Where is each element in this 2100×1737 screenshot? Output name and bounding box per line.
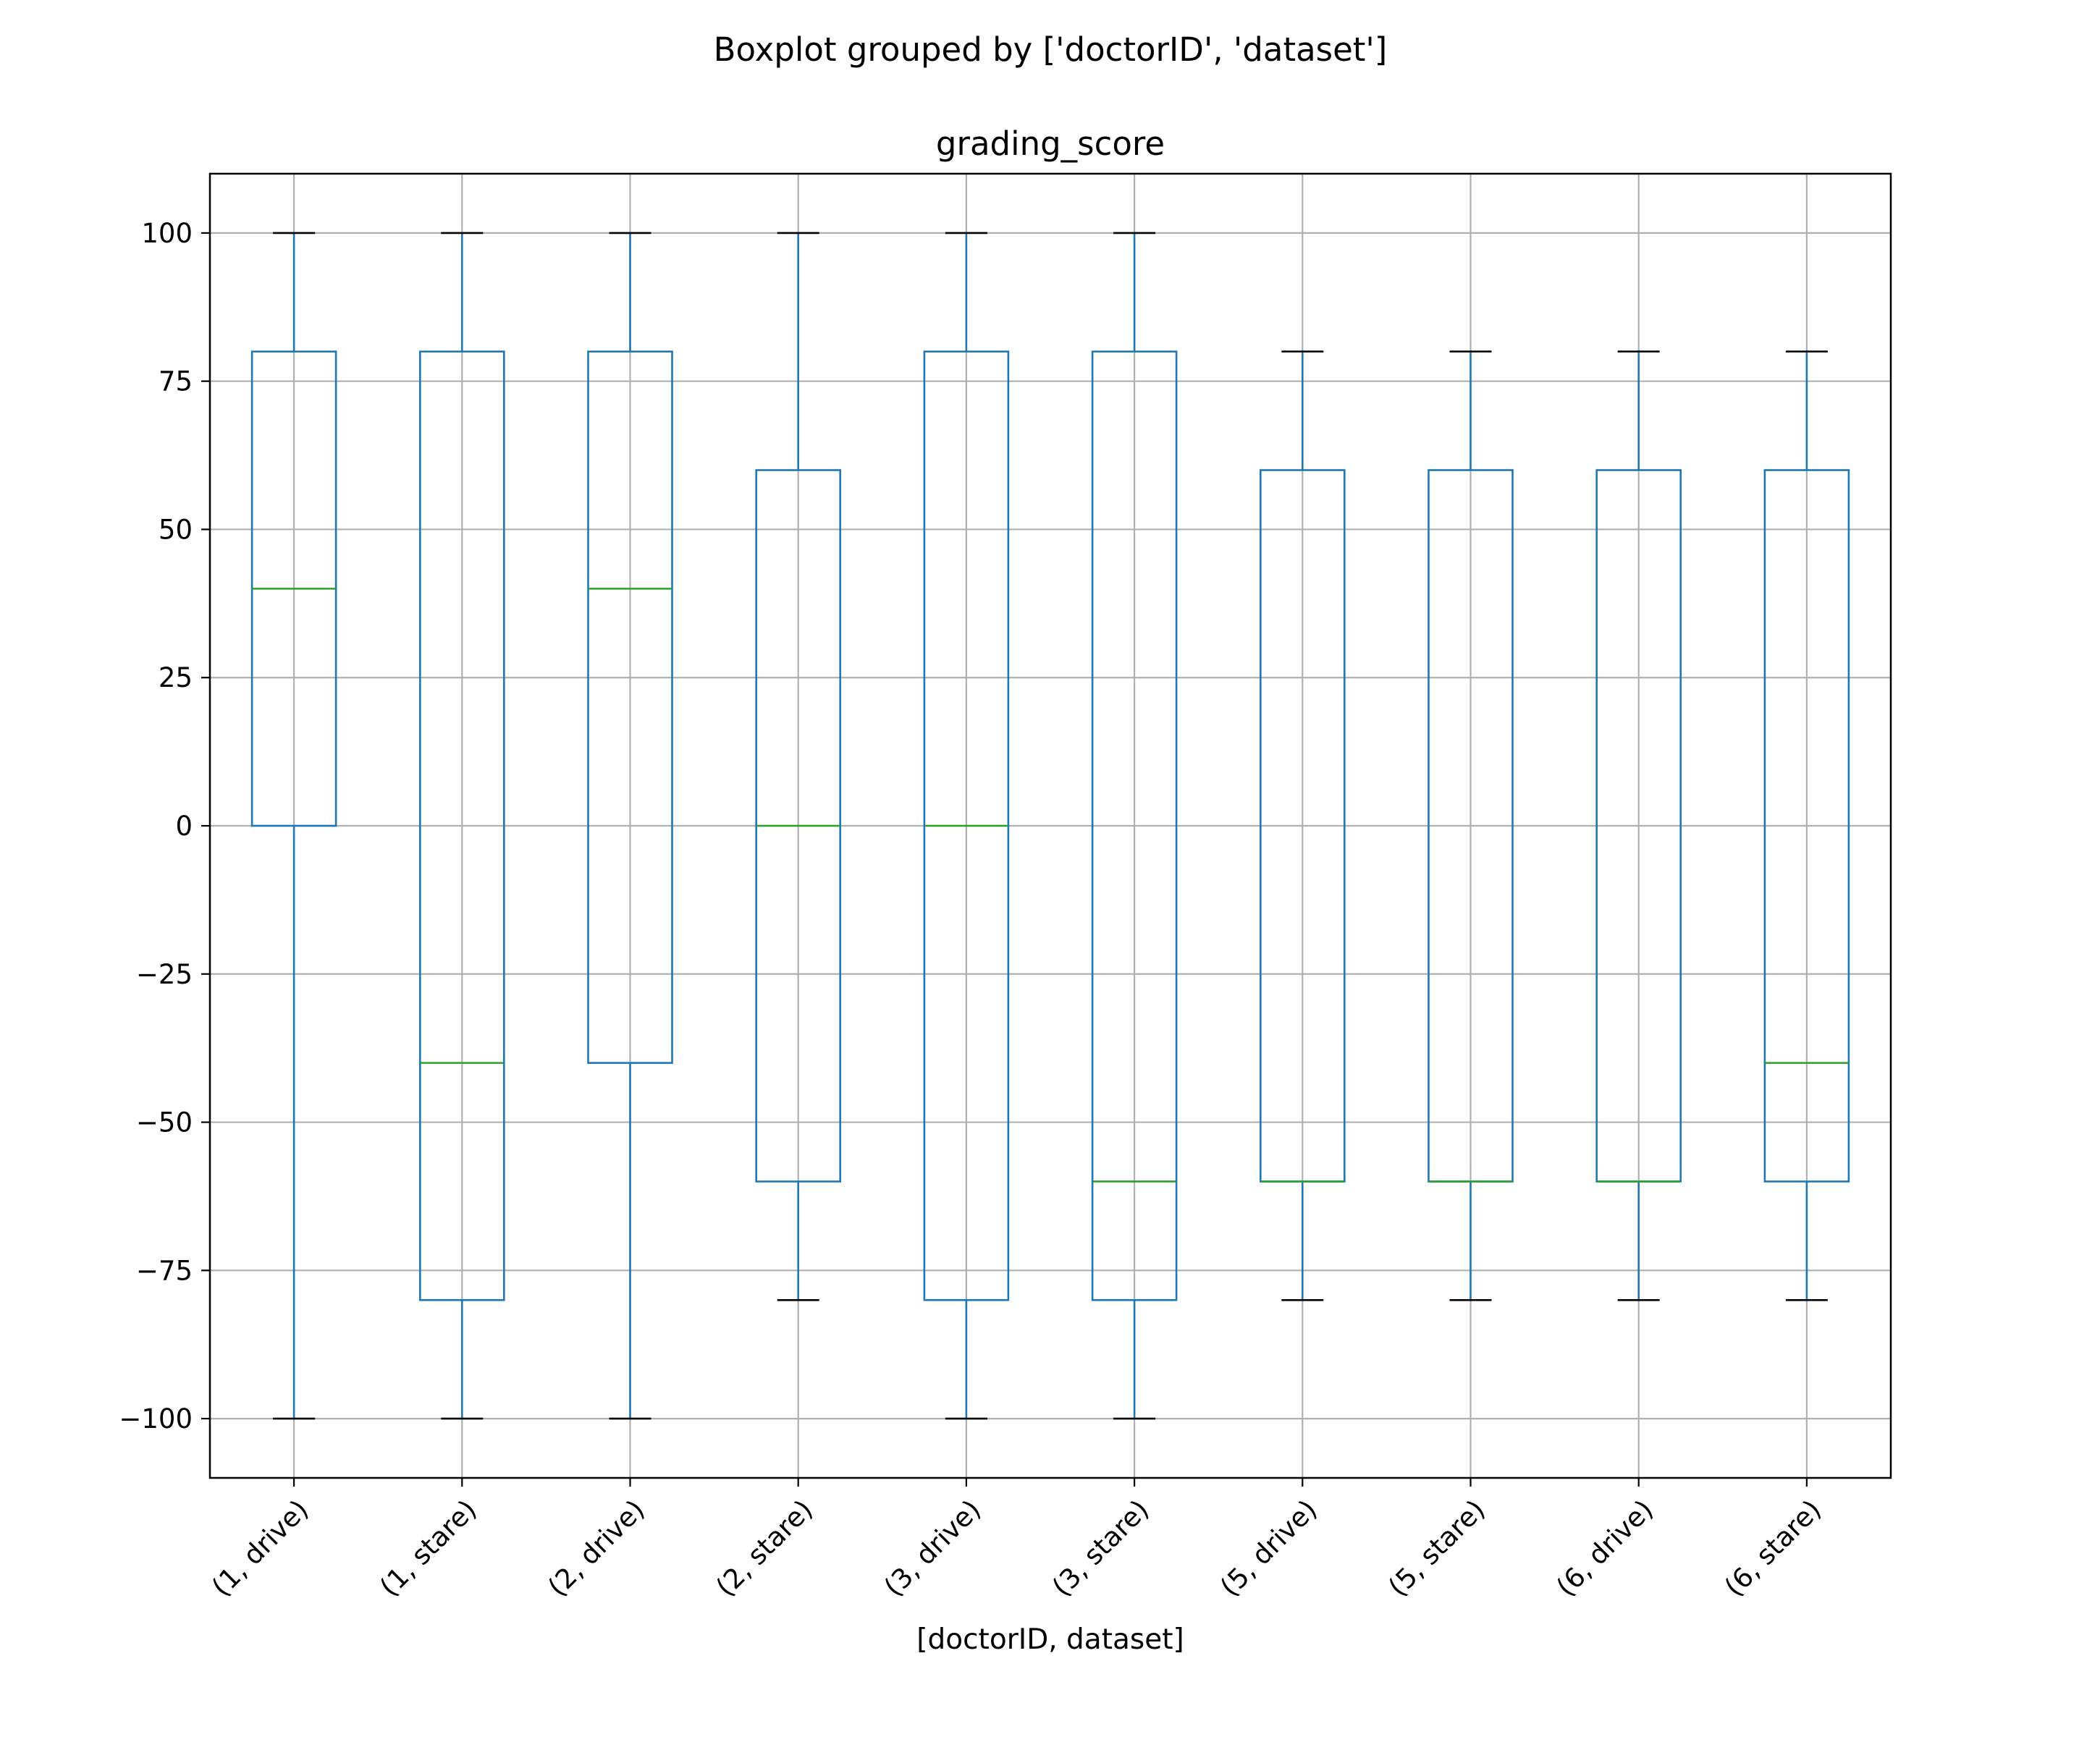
box-4 <box>755 232 841 1301</box>
box-6 <box>1091 232 1178 1420</box>
y-tick-label: 25 <box>159 662 193 693</box>
y-tick-label: −75 <box>136 1255 193 1286</box>
y-tick-label: −25 <box>136 959 193 990</box>
iqr-box <box>1763 469 1850 1183</box>
y-tick-label: 100 <box>141 218 193 249</box>
box-9 <box>1595 350 1682 1301</box>
y-tick-label: −50 <box>136 1107 193 1138</box>
box-7 <box>1260 350 1346 1301</box>
y-gridlines <box>210 232 1891 1420</box>
y-axis-ticks: −100 −75 −50 −25 0 25 50 75 100 <box>119 218 210 1434</box>
iqr-box <box>418 350 505 1301</box>
box-1 <box>250 232 337 1420</box>
chart-title: grading_score <box>936 124 1165 163</box>
y-tick-label: 50 <box>159 514 193 545</box>
box-8 <box>1428 350 1514 1301</box>
x-axis-label: [doctorID, dataset] <box>916 1623 1184 1656</box>
box-10 <box>1763 350 1850 1301</box>
y-tick-label: −100 <box>119 1403 193 1434</box>
y-tick-label: 0 <box>175 811 193 842</box>
iqr-box <box>587 350 673 1064</box>
box-series <box>250 232 1850 1420</box>
box-3 <box>587 232 673 1420</box>
iqr-box <box>1091 350 1178 1301</box>
chart-suptitle: Boxplot grouped by ['doctorID', 'dataset… <box>714 30 1388 69</box>
box-2 <box>418 232 505 1420</box>
y-tick-label: 75 <box>159 366 193 397</box>
box-5 <box>923 232 1010 1420</box>
